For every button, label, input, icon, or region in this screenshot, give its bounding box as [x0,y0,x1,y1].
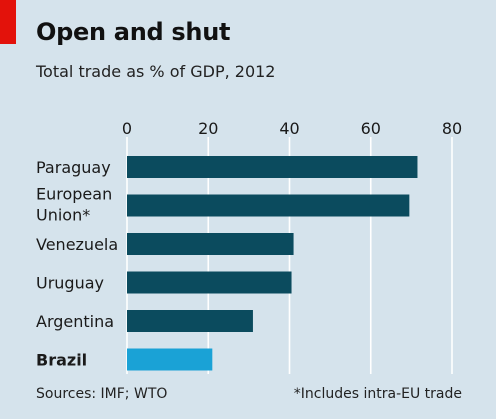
accent-tab [0,0,16,44]
category-label: Paraguay [36,158,111,177]
bar [127,233,294,255]
bar [127,310,253,332]
category-label: Brazil [36,351,87,370]
category-label: Argentina [36,312,114,331]
x-tick-label: 0 [122,119,132,138]
x-tick-label: 60 [361,119,381,138]
bar [127,194,410,217]
x-tick-label: 40 [279,119,299,138]
category-label: European [36,185,112,204]
footnote: *Includes intra-EU trade [293,386,462,402]
category-label: Venezuela [36,235,118,254]
bar [127,348,213,371]
bar [127,271,292,294]
bar [127,156,418,178]
x-tick-label: 80 [442,119,462,138]
sources-note: Sources: IMF; WTO [36,386,168,402]
chart-title: Open and shut [36,18,231,46]
category-label: Uruguay [36,274,104,293]
category-label: Union* [36,206,90,225]
x-tick-label: 20 [198,119,218,138]
chart-subtitle: Total trade as % of GDP, 2012 [36,62,276,81]
